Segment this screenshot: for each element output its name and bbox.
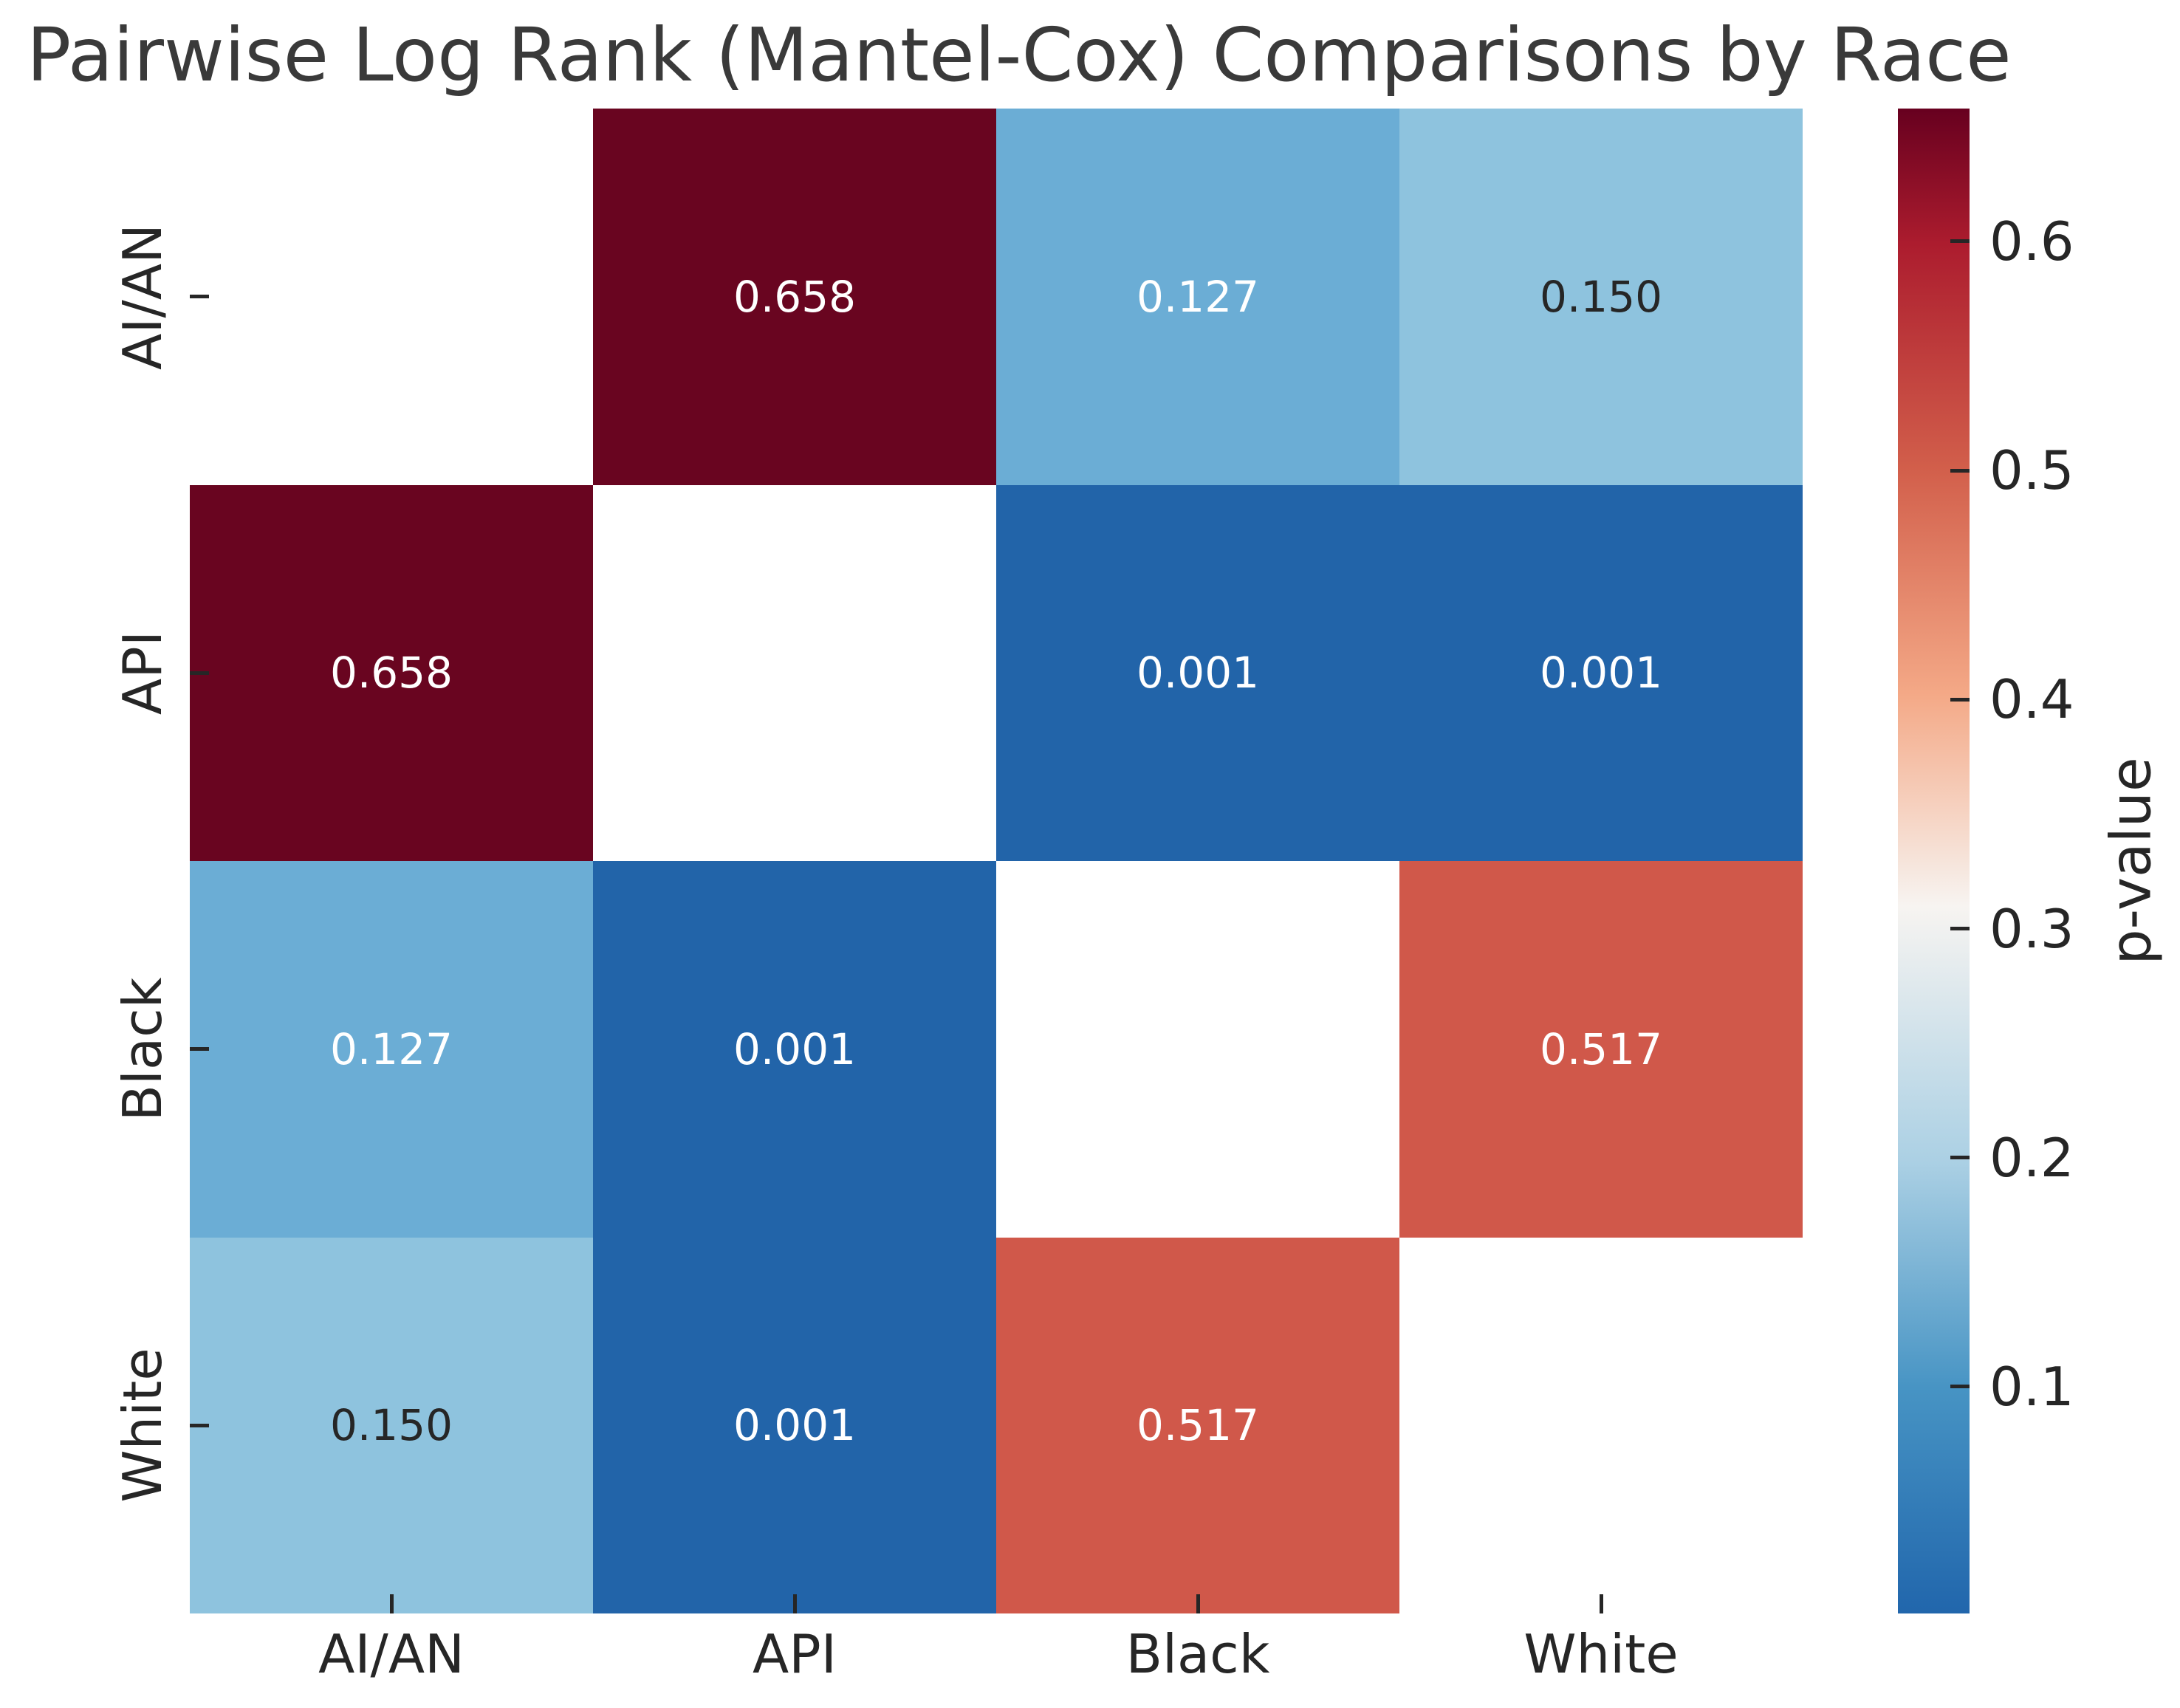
y-tick xyxy=(190,295,209,299)
heatmap-cell: 0.001 xyxy=(996,484,1399,861)
x-tick xyxy=(1196,1594,1200,1613)
y-axis-label: AI/AN xyxy=(112,223,174,370)
colorbar-tick xyxy=(1950,1385,1970,1389)
x-tick xyxy=(389,1594,394,1613)
cell-value: 0.658 xyxy=(329,648,453,699)
page-title: Pairwise Log Rank (Mantel-Cox) Compariso… xyxy=(27,12,2012,98)
x-tick xyxy=(792,1594,797,1613)
heatmap-cell: 0.517 xyxy=(1399,861,1803,1238)
colorbar-tick-label: 0.1 xyxy=(1989,1355,2074,1418)
heatmap-cell xyxy=(996,861,1399,1238)
heatmap-cell: 0.001 xyxy=(593,861,996,1238)
cell-value: 0.127 xyxy=(329,1023,453,1074)
x-axis-label: API xyxy=(753,1623,837,1685)
colorbar-tick xyxy=(1950,927,1970,930)
heatmap-cell: 0.150 xyxy=(190,1237,593,1613)
heatmap-cell: 0.150 xyxy=(1399,109,1803,485)
y-tick xyxy=(190,1423,209,1427)
colorbar-tick xyxy=(1950,239,1970,244)
colorbar-tick xyxy=(1950,697,1970,702)
cell-value: 0.127 xyxy=(1136,271,1260,322)
x-tick xyxy=(1599,1594,1603,1613)
heatmap-cell: 0.517 xyxy=(996,1237,1399,1613)
cell-value: 0.001 xyxy=(1136,648,1260,699)
colorbar-tick-label: 0.3 xyxy=(1989,897,2074,960)
colorbar-tick-label: 0.2 xyxy=(1989,1126,2074,1189)
heatmap-cell: 0.127 xyxy=(996,109,1399,485)
x-axis-label: White xyxy=(1523,1623,1679,1685)
heatmap-cell: 0.001 xyxy=(1399,484,1803,861)
y-axis-label: White xyxy=(112,1348,174,1503)
heatmap-cell: 0.127 xyxy=(190,861,593,1238)
y-tick xyxy=(190,670,209,675)
colorbar-tick-label: 0.5 xyxy=(1989,439,2074,502)
y-axis-label: API xyxy=(112,631,174,716)
heatmap-cell xyxy=(593,484,996,861)
cell-value: 0.517 xyxy=(1136,1400,1260,1451)
x-axis-label: AI/AN xyxy=(318,1623,465,1685)
colorbar-title: p-value xyxy=(2097,757,2164,965)
x-axis-label: Black xyxy=(1125,1623,1270,1685)
colorbar-tick-label: 0.6 xyxy=(1989,210,2074,272)
cell-value: 0.658 xyxy=(733,271,857,322)
cell-value: 0.001 xyxy=(733,1400,857,1451)
heatmap-cell: 0.658 xyxy=(190,484,593,861)
heatmap-cell xyxy=(190,109,593,485)
heatmap-cell: 0.658 xyxy=(593,109,996,485)
colorbar-gradient xyxy=(1898,109,1970,1613)
heatmap-cell: 0.001 xyxy=(593,1237,996,1613)
cell-value: 0.150 xyxy=(329,1400,453,1451)
cell-value: 0.001 xyxy=(733,1023,857,1074)
colorbar-tick xyxy=(1950,468,1970,473)
heatmap: 0.658 0.127 0.150 0.658 0.001 0.001 0.127 0.001… xyxy=(190,109,1803,1613)
y-tick xyxy=(190,1047,209,1052)
y-axis-label: Black xyxy=(112,977,174,1122)
cell-value: 0.517 xyxy=(1539,1023,1663,1074)
colorbar-tick-label: 0.4 xyxy=(1989,668,2074,731)
cell-value: 0.150 xyxy=(1539,271,1663,322)
cell-value: 0.001 xyxy=(1539,648,1663,699)
colorbar-tick xyxy=(1950,1156,1970,1160)
heatmap-cell xyxy=(1399,1237,1803,1613)
